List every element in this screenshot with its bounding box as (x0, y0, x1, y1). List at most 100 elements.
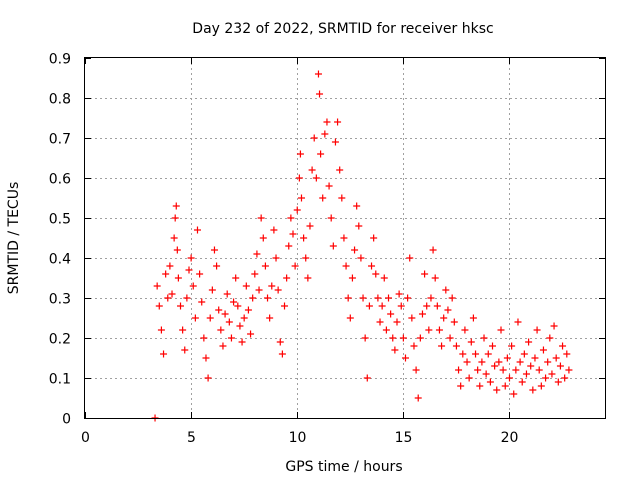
data-point (406, 254, 414, 262)
data-point (495, 358, 503, 366)
data-point (457, 382, 465, 390)
data-point (527, 362, 535, 370)
data-point (484, 350, 492, 358)
data-point (234, 302, 242, 310)
data-point (208, 286, 216, 294)
y-tick-label: 0.5 (49, 212, 71, 228)
data-point (331, 138, 339, 146)
data-point (291, 262, 299, 270)
data-point (395, 290, 403, 298)
data-point (183, 294, 191, 302)
data-point (329, 242, 337, 250)
data-point (372, 270, 380, 278)
data-point (463, 358, 471, 366)
data-point (168, 290, 176, 298)
data-point (225, 318, 233, 326)
data-point (160, 350, 168, 358)
axis-ticks: 0 0.1 0.2 0.3 0.4 0.5 0.6 0.7 0.8 0.9 0 5 10 15 20 (49, 52, 605, 446)
data-point (361, 334, 369, 342)
y-tick-label: 0.4 (49, 252, 71, 268)
data-point (493, 386, 501, 394)
data-point (204, 374, 212, 382)
data-point (440, 314, 448, 322)
y-tick-label: 0.8 (49, 92, 71, 108)
data-point (365, 302, 373, 310)
data-point (450, 318, 458, 326)
data-point (198, 298, 206, 306)
data-point (461, 326, 469, 334)
data-point (478, 358, 486, 366)
data-point (412, 366, 420, 374)
data-point (535, 366, 543, 374)
data-point (389, 334, 397, 342)
data-point (257, 214, 265, 222)
data-point (166, 262, 174, 270)
data-point (323, 118, 331, 126)
data-point (397, 302, 405, 310)
data-point (306, 222, 314, 230)
data-point (170, 234, 178, 242)
data-point (561, 374, 569, 382)
data-point (442, 286, 450, 294)
data-point (173, 246, 181, 254)
data-point (162, 270, 170, 278)
data-point (374, 294, 382, 302)
data-point (174, 274, 182, 282)
data-point (401, 354, 409, 362)
data-point (539, 346, 547, 354)
data-point (363, 374, 371, 382)
data-point (179, 326, 187, 334)
data-point (270, 226, 278, 234)
data-point (512, 366, 520, 374)
data-point (491, 362, 499, 370)
data-point (533, 326, 541, 334)
data-point (196, 270, 204, 278)
y-tick-label: 0.7 (49, 132, 71, 148)
data-point (236, 322, 244, 330)
data-point (172, 202, 180, 210)
data-point (255, 286, 263, 294)
data-point (259, 234, 267, 242)
data-point (421, 270, 429, 278)
data-point (472, 350, 480, 358)
data-point (278, 350, 286, 358)
data-point (435, 326, 443, 334)
plot-frame (84, 57, 606, 419)
data-point (459, 350, 467, 358)
data-point (219, 342, 227, 350)
data-point (465, 374, 473, 382)
data-point (153, 282, 161, 290)
y-tick-label: 0.1 (49, 372, 71, 388)
data-point (348, 274, 356, 282)
data-point (200, 334, 208, 342)
data-point (510, 390, 518, 398)
data-point (427, 294, 435, 302)
data-point (296, 150, 304, 158)
data-point (274, 286, 282, 294)
data-point (448, 294, 456, 302)
data-point (327, 214, 335, 222)
data-point (425, 326, 433, 334)
data-point (505, 374, 513, 382)
data-point (191, 314, 199, 322)
y-tick-label: 0 (62, 412, 71, 428)
data-point (380, 274, 388, 282)
data-point (336, 166, 344, 174)
data-point (474, 366, 482, 374)
data-point (351, 246, 359, 254)
data-point (497, 326, 505, 334)
data-point (376, 318, 384, 326)
data-point (467, 338, 475, 346)
data-point (319, 194, 327, 202)
data-point (418, 310, 426, 318)
data-point (230, 298, 238, 306)
data-point (227, 334, 235, 342)
data-point (293, 206, 301, 214)
data-point (247, 330, 255, 338)
data-point (266, 314, 274, 322)
data-point (378, 302, 386, 310)
y-tick-label: 0.2 (49, 332, 71, 348)
data-point (221, 310, 229, 318)
data-point (387, 310, 395, 318)
